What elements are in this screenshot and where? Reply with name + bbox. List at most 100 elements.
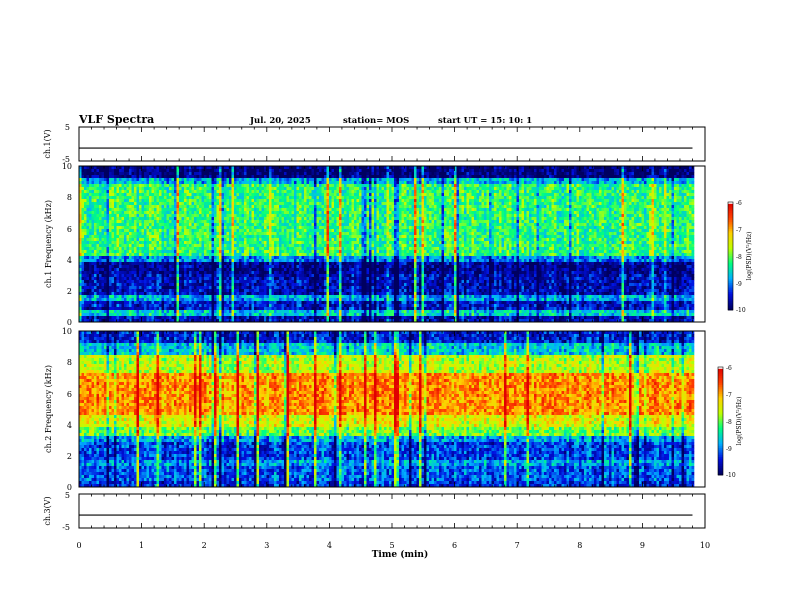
spectrogram-cell <box>504 184 507 187</box>
spectrogram-cell <box>597 175 600 178</box>
spectrogram-cell <box>152 187 155 190</box>
spectrogram-cell <box>574 220 577 223</box>
spectrogram-cell <box>349 199 352 202</box>
spectrogram-cell <box>427 175 430 178</box>
spectrogram-cell <box>489 190 492 193</box>
spectrogram-cell <box>82 196 85 199</box>
spectrogram-cell <box>509 169 512 172</box>
spectrogram-cell <box>149 223 152 226</box>
spectrogram-cell <box>179 190 182 193</box>
spectrogram-cell <box>284 205 287 208</box>
spectrogram-cell <box>232 190 235 193</box>
spectrogram-cell <box>122 220 125 223</box>
spectrogram-cell <box>394 217 397 220</box>
spectrogram-cell <box>512 199 515 202</box>
spectrogram-cell <box>427 172 430 175</box>
spectrogram-cell <box>324 205 327 208</box>
spectrogram-cell <box>557 193 560 196</box>
spectrogram-cell <box>612 184 615 187</box>
spectrogram-cell <box>437 208 440 211</box>
spectrogram-cell <box>569 175 572 178</box>
spectrogram-cell <box>432 214 435 217</box>
spectrogram-cell <box>509 181 512 184</box>
spectrogram-cell <box>552 214 555 217</box>
spectrogram-cell <box>597 202 600 205</box>
spectrogram-cell <box>92 202 95 205</box>
spectrogram-cell <box>392 193 395 196</box>
spectrogram-cell <box>669 181 672 184</box>
spectrogram-cell <box>207 223 210 226</box>
spectrogram-cell <box>479 199 482 202</box>
spectrogram-cell <box>414 223 417 226</box>
spectrogram-cell <box>284 187 287 190</box>
spectrogram-cell <box>364 220 367 223</box>
spectrogram-cell <box>524 175 527 178</box>
spectrogram-cell <box>499 184 502 187</box>
spectrogram-cell <box>629 175 632 178</box>
spectrogram-cell <box>427 190 430 193</box>
spectrogram-cell <box>334 175 337 178</box>
spectrogram-cell <box>609 169 612 172</box>
spectrogram-cell <box>679 208 682 211</box>
spectrogram-cell <box>117 187 120 190</box>
spectrogram-cell <box>179 199 182 202</box>
spectrogram-cell <box>112 196 115 199</box>
spectrogram-cell <box>582 220 585 223</box>
spectrogram-cell <box>364 217 367 220</box>
spectrogram-cell <box>249 199 252 202</box>
spectrogram-cell <box>202 208 205 211</box>
spectrogram-cell <box>364 223 367 226</box>
spectrogram-cell <box>532 205 535 208</box>
spectrogram-cell <box>182 211 185 214</box>
spectrogram-cell <box>654 199 657 202</box>
spectrogram-cell <box>487 169 490 172</box>
spectrogram-cell <box>482 211 485 214</box>
spectrogram-cell <box>459 190 462 193</box>
spectrogram-cell <box>234 214 237 217</box>
spectrogram-cell <box>317 175 320 178</box>
spectrogram-cell <box>202 211 205 214</box>
spectrogram-cell <box>597 172 600 175</box>
spectrogram-cell <box>117 211 120 214</box>
spectrogram-cell <box>87 172 90 175</box>
spectrogram-cell <box>184 202 187 205</box>
spectrogram-cell <box>399 205 402 208</box>
spectrogram-cell <box>224 193 227 196</box>
spectrogram-cell <box>282 208 285 211</box>
spectrogram-cell <box>449 196 452 199</box>
spectrogram-cell <box>372 193 375 196</box>
spectrogram-cell <box>614 193 617 196</box>
spectrogram-cell <box>222 196 225 199</box>
spectrogram-cell <box>89 175 92 178</box>
spectrogram-cell <box>137 202 140 205</box>
spectrogram-cell <box>399 193 402 196</box>
spectrogram-cell <box>624 205 627 208</box>
spectrogram-cell <box>567 205 570 208</box>
spectrogram-cell <box>199 178 202 181</box>
spectrogram-cell <box>444 214 447 217</box>
spectrogram-cell <box>587 220 590 223</box>
spectrogram-cell <box>284 214 287 217</box>
spectrogram-cell <box>179 169 182 172</box>
spectrogram-cell <box>669 190 672 193</box>
spectrogram-cell <box>227 169 230 172</box>
spectrogram-cell <box>399 172 402 175</box>
spectrogram-cell <box>337 184 340 187</box>
spectrogram-cell <box>99 169 102 172</box>
spectrogram-cell <box>567 199 570 202</box>
spectrogram-cell <box>82 214 85 217</box>
spectrogram-cell <box>599 217 602 220</box>
spectrogram-cell <box>129 193 132 196</box>
spectrogram-cell <box>369 190 372 193</box>
spectrogram-cell <box>244 202 247 205</box>
spectrogram-cell <box>257 175 260 178</box>
spectrogram-cell <box>292 223 295 226</box>
spectrogram-cell <box>237 178 240 181</box>
spectrogram-cell <box>254 175 257 178</box>
spectrogram-cell <box>429 211 432 214</box>
spectrogram-cell <box>187 193 190 196</box>
spectrogram-cell <box>477 223 480 226</box>
spectrogram-cell <box>157 214 160 217</box>
spectrogram-cell <box>257 193 260 196</box>
spectrogram-cell <box>87 211 90 214</box>
